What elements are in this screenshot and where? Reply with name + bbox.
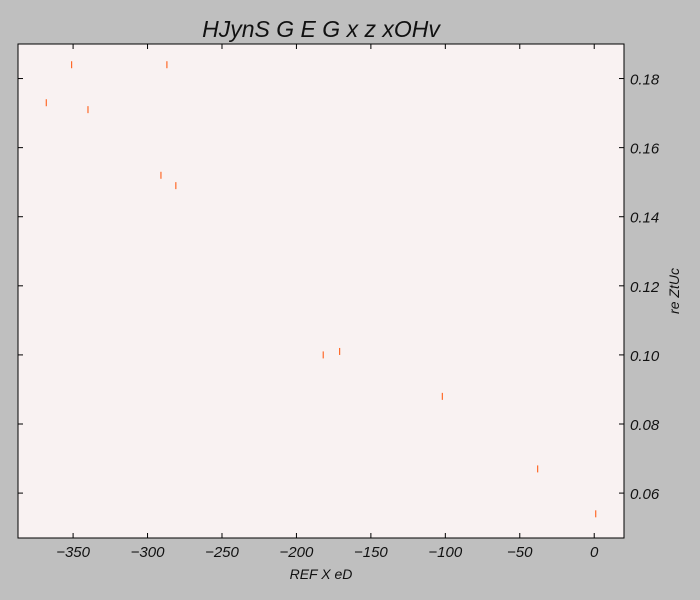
x-tick-label: −200 — [280, 544, 314, 561]
x-tick-label: 0 — [590, 544, 599, 561]
y-tick-label: 0.06 — [630, 486, 660, 503]
chart-title: HJynS G E G x z xOHv — [202, 16, 441, 42]
plot-area — [17, 43, 625, 539]
x-tick-label: −150 — [354, 544, 388, 561]
axis-ticks: −350 −300 −250 −200 −150 −100 −50 0 0.06 0.08 0.10… — [18, 44, 660, 561]
y-tick-label: 0.18 — [630, 72, 660, 89]
x-tick-label: −300 — [131, 544, 165, 561]
y-tick-label: 0.16 — [630, 141, 660, 158]
x-tick-label: −50 — [507, 544, 533, 561]
y-tick-label: 0.12 — [630, 279, 660, 296]
y-tick-label: 0.10 — [630, 348, 660, 365]
y-tick-label: 0.08 — [630, 417, 660, 434]
x-tick-label: −350 — [56, 544, 90, 561]
x-tick-label: −100 — [428, 544, 462, 561]
x-tick-label: −250 — [205, 544, 239, 561]
data-points — [45, 61, 597, 518]
y-tick-label: 0.14 — [630, 210, 659, 227]
y-axis-label: re ZtUc — [666, 268, 682, 314]
x-axis-label: REF X eD — [290, 566, 353, 582]
